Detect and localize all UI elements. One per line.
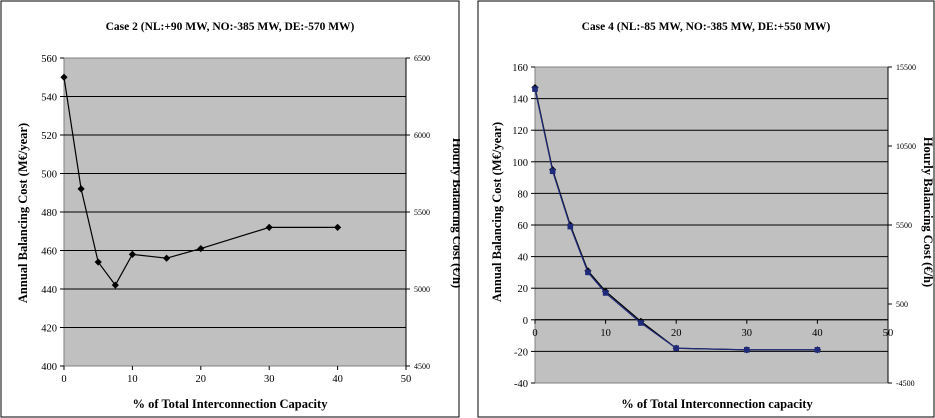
y-tick-label: 480 [41,208,57,219]
data-point [814,347,821,353]
y-tick-label: 140 [512,95,528,106]
x-tick-label: 10 [127,374,138,385]
chart-panel-case-4: Case 4 (NL:-85 MW, NO:-385 MW, DE:+550 M… [477,0,935,418]
chart-title: Case 2 (NL:+90 MW, NO:-385 MW, DE:-570 M… [106,21,355,33]
x-tick-label: 40 [812,328,823,339]
y-tick-label: 400 [41,362,57,373]
x-tick-label: 10 [600,328,611,339]
data-point [77,185,85,193]
y-tick-label: 420 [41,324,57,335]
y2-tick-label: -4500 [896,379,915,388]
y-tick-label: 20 [518,284,529,295]
y-tick-label: -20 [514,347,528,358]
x-tick-label: 20 [196,374,207,385]
y2-tick-label: 4500 [414,362,430,371]
chart-case-2: Case 2 (NL:+90 MW, NO:-385 MW, DE:-570 M… [0,0,460,418]
x-tick-label: 0 [532,328,537,339]
y-tick-label: 100 [512,158,528,169]
data-point [549,168,556,175]
y2-axis-title: Hourly Balancing Cost (€/h) [921,137,935,287]
y2-tick-label: 10500 [896,142,916,151]
x-tick-label: 50 [883,328,894,339]
y-tick-label: 540 [41,93,57,104]
y-tick-label: 120 [512,126,528,137]
y-tick-label: 440 [41,285,57,296]
y2-tick-label: 6500 [414,54,430,63]
data-point [163,254,171,262]
y-axis-title: Annual Balancing Cost (M€/year) [16,123,30,303]
y-tick-label: -40 [514,379,528,390]
y2-tick-label: 5500 [896,221,912,230]
y-tick-label: 80 [518,189,529,200]
x-tick-label: 0 [61,374,66,385]
data-point [60,73,68,81]
data-point [334,223,342,231]
y-tick-label: 560 [41,54,57,65]
y2-tick-label: 5500 [414,208,430,217]
y2-axis-title: Hourly Balancing Cost (€/h) [450,138,460,288]
x-axis-title: % of Total Interconnection Capacity [133,397,329,411]
data-point [197,244,205,253]
x-tick-label: 40 [332,374,343,385]
x-tick-label: 30 [742,328,753,339]
data-point [673,345,679,352]
y2-tick-label: 5000 [414,285,430,294]
data-point [585,269,591,276]
data-point [265,223,273,231]
y-tick-label: 460 [41,247,57,258]
x-tick-label: 20 [671,328,682,339]
chart-panel-case-2: Case 2 (NL:+90 MW, NO:-385 MW, DE:-570 M… [0,0,460,418]
data-point [128,250,136,258]
chart-title: Case 4 (NL:-85 MW, NO:-385 MW, DE:+550 M… [582,21,831,33]
y2-tick-label: 500 [896,300,908,309]
y-tick-label: 60 [518,221,529,232]
data-point [602,290,609,296]
data-point [744,347,750,353]
data-point [111,281,119,289]
data-point [638,320,644,326]
y2-tick-label: 15500 [896,63,916,72]
data-point [94,258,102,266]
x-tick-label: 30 [264,374,275,385]
x-tick-label: 50 [401,374,412,385]
y-tick-label: 500 [41,170,57,181]
data-point [567,223,574,230]
y2-tick-label: 6000 [414,131,430,140]
y-axis-title: Annual Balancing Cost (M€/year) [490,122,504,302]
y-tick-label: 0 [523,316,528,327]
chart-case-4: Case 4 (NL:-85 MW, NO:-385 MW, DE:+550 M… [477,0,935,418]
y-tick-label: 520 [41,131,57,142]
y-tick-label: 40 [518,253,529,264]
data-point [532,86,538,92]
x-axis-title: % of Total Interconnection capacity [621,397,813,411]
y-tick-label: 160 [512,63,528,74]
